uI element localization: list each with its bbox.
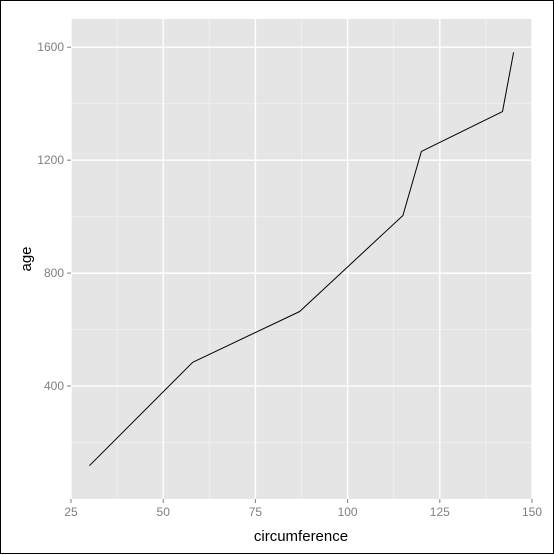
- axis-ticks: [67, 46, 533, 503]
- y-tick-label: 1600: [37, 40, 64, 54]
- y-tick-label: 400: [44, 379, 64, 393]
- x-tick-label: 150: [522, 505, 542, 519]
- y-axis-title: age: [18, 246, 35, 271]
- x-tick-label: 50: [157, 505, 171, 519]
- y-tick-labels: 400 800 1200 1600: [37, 40, 64, 393]
- x-tick-label: 25: [64, 505, 78, 519]
- x-tick-label: 100: [338, 505, 358, 519]
- major-gridlines: [70, 19, 533, 499]
- x-tick-labels: 25 50 75 100 125 150: [64, 505, 542, 519]
- y-tick-label: 800: [44, 266, 64, 280]
- series-line: [89, 52, 515, 467]
- minor-gridlines: [71, 19, 532, 499]
- x-tick-label: 125: [430, 505, 450, 519]
- x-tick-label: 75: [249, 505, 263, 519]
- x-axis-title: circumference: [254, 528, 348, 545]
- series-layer: [89, 52, 515, 467]
- y-tick-label: 1200: [37, 153, 64, 167]
